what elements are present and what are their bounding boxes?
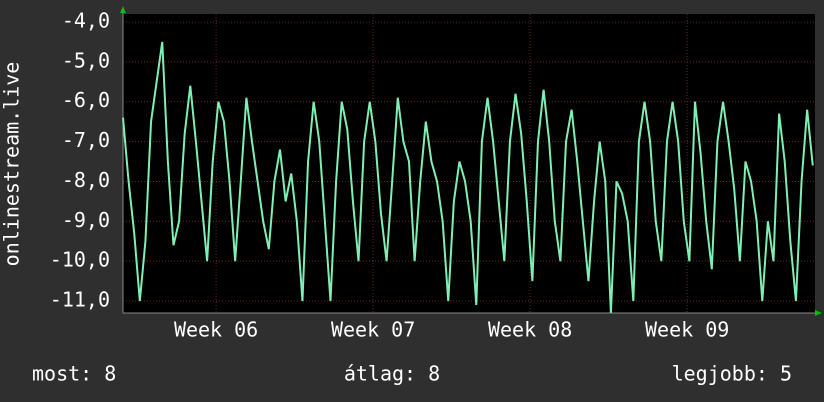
y-tick-label: -6,0 <box>62 88 110 112</box>
y-tick-label: -5,0 <box>62 48 110 72</box>
footer-stat: most: 8 <box>32 362 116 386</box>
y-tick-label: -11,0 <box>50 288 110 312</box>
y-axis-label: onlinestream.live <box>0 62 24 267</box>
footer-stat: átlag: 8 <box>344 362 440 386</box>
plot-area <box>123 14 815 313</box>
axis-arrow <box>815 310 822 316</box>
data-line <box>122 41 814 314</box>
y-tick-label: -10,0 <box>50 248 110 272</box>
y-tick-label: -7,0 <box>62 128 110 152</box>
x-tick-label: Week 09 <box>645 318 729 342</box>
y-tick-label: -8,0 <box>62 168 110 192</box>
x-tick-label: Week 07 <box>331 318 415 342</box>
y-tick-label: -9,0 <box>62 208 110 232</box>
x-tick-label: Week 06 <box>174 318 258 342</box>
axis-arrow <box>120 6 126 13</box>
y-tick-label: -4,0 <box>62 8 110 32</box>
footer-stat: legjobb: 5 <box>672 362 792 386</box>
x-tick-label: Week 08 <box>488 318 572 342</box>
